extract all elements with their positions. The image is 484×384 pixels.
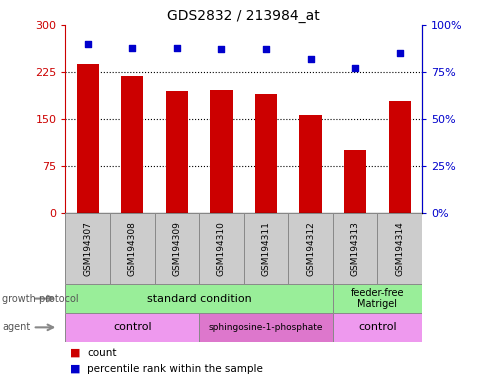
Text: growth protocol: growth protocol — [2, 293, 79, 304]
Text: ■: ■ — [70, 348, 81, 358]
Bar — [110, 213, 154, 284]
Bar — [332, 284, 421, 313]
Text: percentile rank within the sample: percentile rank within the sample — [87, 364, 263, 374]
Text: GSM194313: GSM194313 — [350, 221, 359, 276]
Bar — [254, 94, 276, 213]
Title: GDS2832 / 213984_at: GDS2832 / 213984_at — [167, 8, 319, 23]
Text: GSM194311: GSM194311 — [261, 221, 270, 276]
Text: agent: agent — [2, 322, 30, 333]
Bar — [343, 151, 365, 213]
Bar — [199, 313, 332, 342]
Bar — [332, 313, 421, 342]
Point — [350, 65, 358, 71]
Bar — [243, 213, 287, 284]
Text: control: control — [113, 322, 151, 333]
Bar — [166, 91, 188, 213]
Point — [306, 56, 314, 62]
Bar — [65, 284, 332, 313]
Point — [217, 46, 225, 53]
Text: count: count — [87, 348, 117, 358]
Bar — [121, 76, 143, 213]
Point — [128, 45, 136, 51]
Text: control: control — [357, 322, 396, 333]
Text: sphingosine-1-phosphate: sphingosine-1-phosphate — [208, 323, 322, 332]
Point — [395, 50, 403, 56]
Bar — [65, 313, 199, 342]
Text: GSM194307: GSM194307 — [83, 221, 92, 276]
Bar — [388, 101, 410, 213]
Bar — [65, 213, 110, 284]
Point — [261, 46, 269, 53]
Bar — [210, 89, 232, 213]
Bar — [199, 213, 243, 284]
Text: standard condition: standard condition — [147, 293, 251, 304]
Text: GSM194314: GSM194314 — [394, 221, 403, 276]
Point — [84, 41, 91, 47]
Text: GSM194308: GSM194308 — [128, 221, 136, 276]
Text: GSM194310: GSM194310 — [216, 221, 226, 276]
Text: GSM194309: GSM194309 — [172, 221, 181, 276]
Bar — [377, 213, 421, 284]
Bar — [76, 64, 99, 213]
Bar — [154, 213, 199, 284]
Point — [173, 45, 181, 51]
Text: GSM194312: GSM194312 — [305, 221, 315, 276]
Text: ■: ■ — [70, 364, 81, 374]
Bar — [299, 115, 321, 213]
Bar — [287, 213, 332, 284]
Bar — [332, 213, 377, 284]
Text: feeder-free
Matrigel: feeder-free Matrigel — [350, 288, 403, 310]
